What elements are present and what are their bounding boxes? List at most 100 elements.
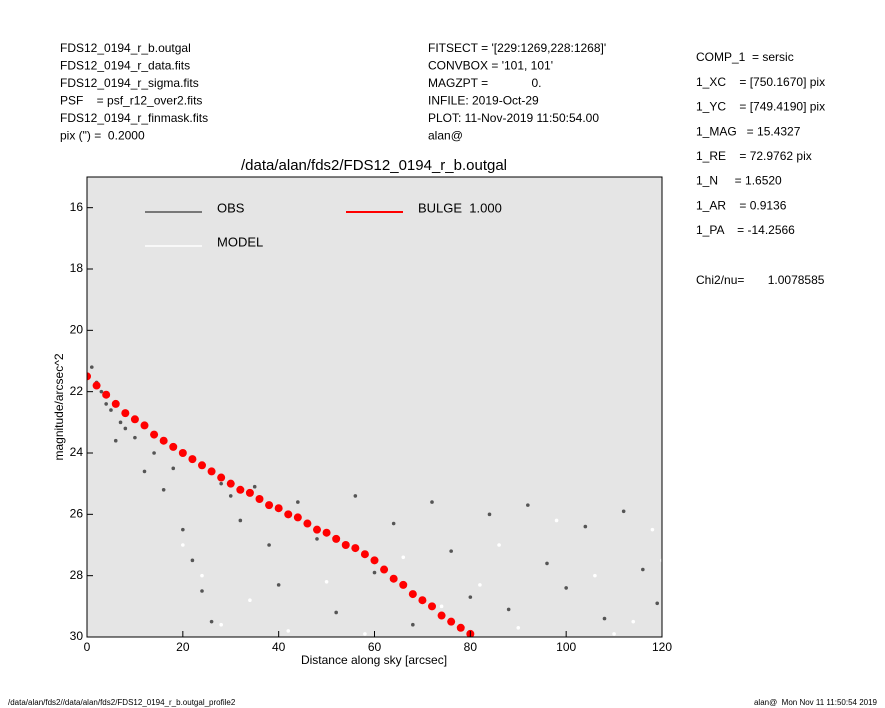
point [439,604,444,609]
info-right: 1_MAG = 15.4327 [696,124,801,138]
y-tick-label: 22 [70,384,84,398]
legend-label: OBS [217,200,245,215]
point [583,524,588,529]
point [526,503,530,507]
point [99,389,104,394]
point [150,430,159,439]
point [650,527,655,532]
point [267,543,271,547]
point [324,580,329,584]
point [121,409,130,418]
x-axis-label: Distance along sky [arcsec] [301,653,447,667]
point [104,402,108,406]
point [293,513,302,522]
point [142,469,147,474]
point [593,573,597,578]
point [313,525,321,534]
point [245,488,254,497]
point [140,421,149,430]
point [200,589,204,593]
point [516,626,521,630]
x-tick-label: 40 [272,640,286,654]
info-middle: INFILE: 2019-Oct-29 [428,94,539,108]
x-tick-label: 80 [464,640,478,654]
point [152,451,156,455]
point [219,622,223,627]
point [341,541,350,549]
point [468,595,473,599]
point [430,500,434,504]
info-left: PSF = psf_r12_over2.fits [60,94,202,108]
point [178,449,187,457]
point [181,527,185,532]
point [92,381,101,390]
point [130,415,139,424]
point [286,629,291,633]
points [87,365,662,637]
point [87,372,91,381]
point [372,570,377,575]
point [238,518,243,523]
chi2: Chi2/nu= 1.0078585 [696,273,825,287]
info-middle: PLOT: 11-Nov-2019 11:50:54.00 [428,111,599,125]
point [188,455,197,464]
info-left: FDS12_0194_r_sigma.fits [60,76,199,90]
point [102,390,111,399]
point [159,436,168,445]
point [621,509,626,514]
legend-label: BULGE 1.000 [418,200,502,215]
info-middle: FITSECT = '[229:1269,228:1268]' [428,41,606,55]
point [363,632,367,636]
point [351,544,360,553]
point [360,550,369,559]
info-middle: CONVBOX = '101, 101' [428,59,553,73]
y-tick-label: 18 [70,261,84,275]
footer-left: /data/alan/fds2//data/alan/fds2/FDS12_01… [8,698,236,707]
point [408,590,417,599]
chart-title: /data/alan/fds2/FDS12_0194_r_b.outgal [241,157,507,174]
point [332,534,341,543]
info-left: FDS12_0194_r_b.outgal [60,41,191,55]
point [113,438,118,443]
info-right: 1_N = 1.6520 [696,174,782,188]
point [389,574,398,583]
point [437,611,446,620]
x-tick-label: 0 [84,640,91,654]
point [284,510,293,519]
legend-label: MODEL [217,234,263,249]
y-tick-label: 26 [70,507,84,521]
y-tick-label: 20 [70,323,84,337]
point [118,420,123,425]
x-tick-label: 20 [176,640,190,654]
point [545,561,549,566]
point [612,632,616,636]
point [133,435,137,440]
point [401,555,406,560]
footer-right: alan@ Mon Nov 11 11:50:54 2019 [754,698,878,707]
point [334,610,338,615]
point [236,485,245,494]
info-right: 1_RE = 72.9762 pix [696,149,812,163]
point [207,467,216,476]
point [564,586,568,590]
point [255,495,264,503]
y-tick-label: 24 [70,445,84,459]
info-middle: alan@ [428,129,463,143]
info-left: FDS12_0194_r_finmask.fits [60,111,208,125]
point [111,399,120,408]
info-left: pix (") = 0.2000 [60,129,145,143]
point [89,365,94,369]
point [274,504,283,513]
point [428,602,436,611]
point [123,426,128,431]
point [303,519,312,528]
point [554,518,559,523]
y-tick-label: 16 [70,200,84,214]
x-tick-label: 120 [652,640,672,654]
point [161,488,166,492]
point [497,543,501,547]
point [322,528,331,537]
info-right: 1_YC = [749.4190] pix [696,100,825,114]
